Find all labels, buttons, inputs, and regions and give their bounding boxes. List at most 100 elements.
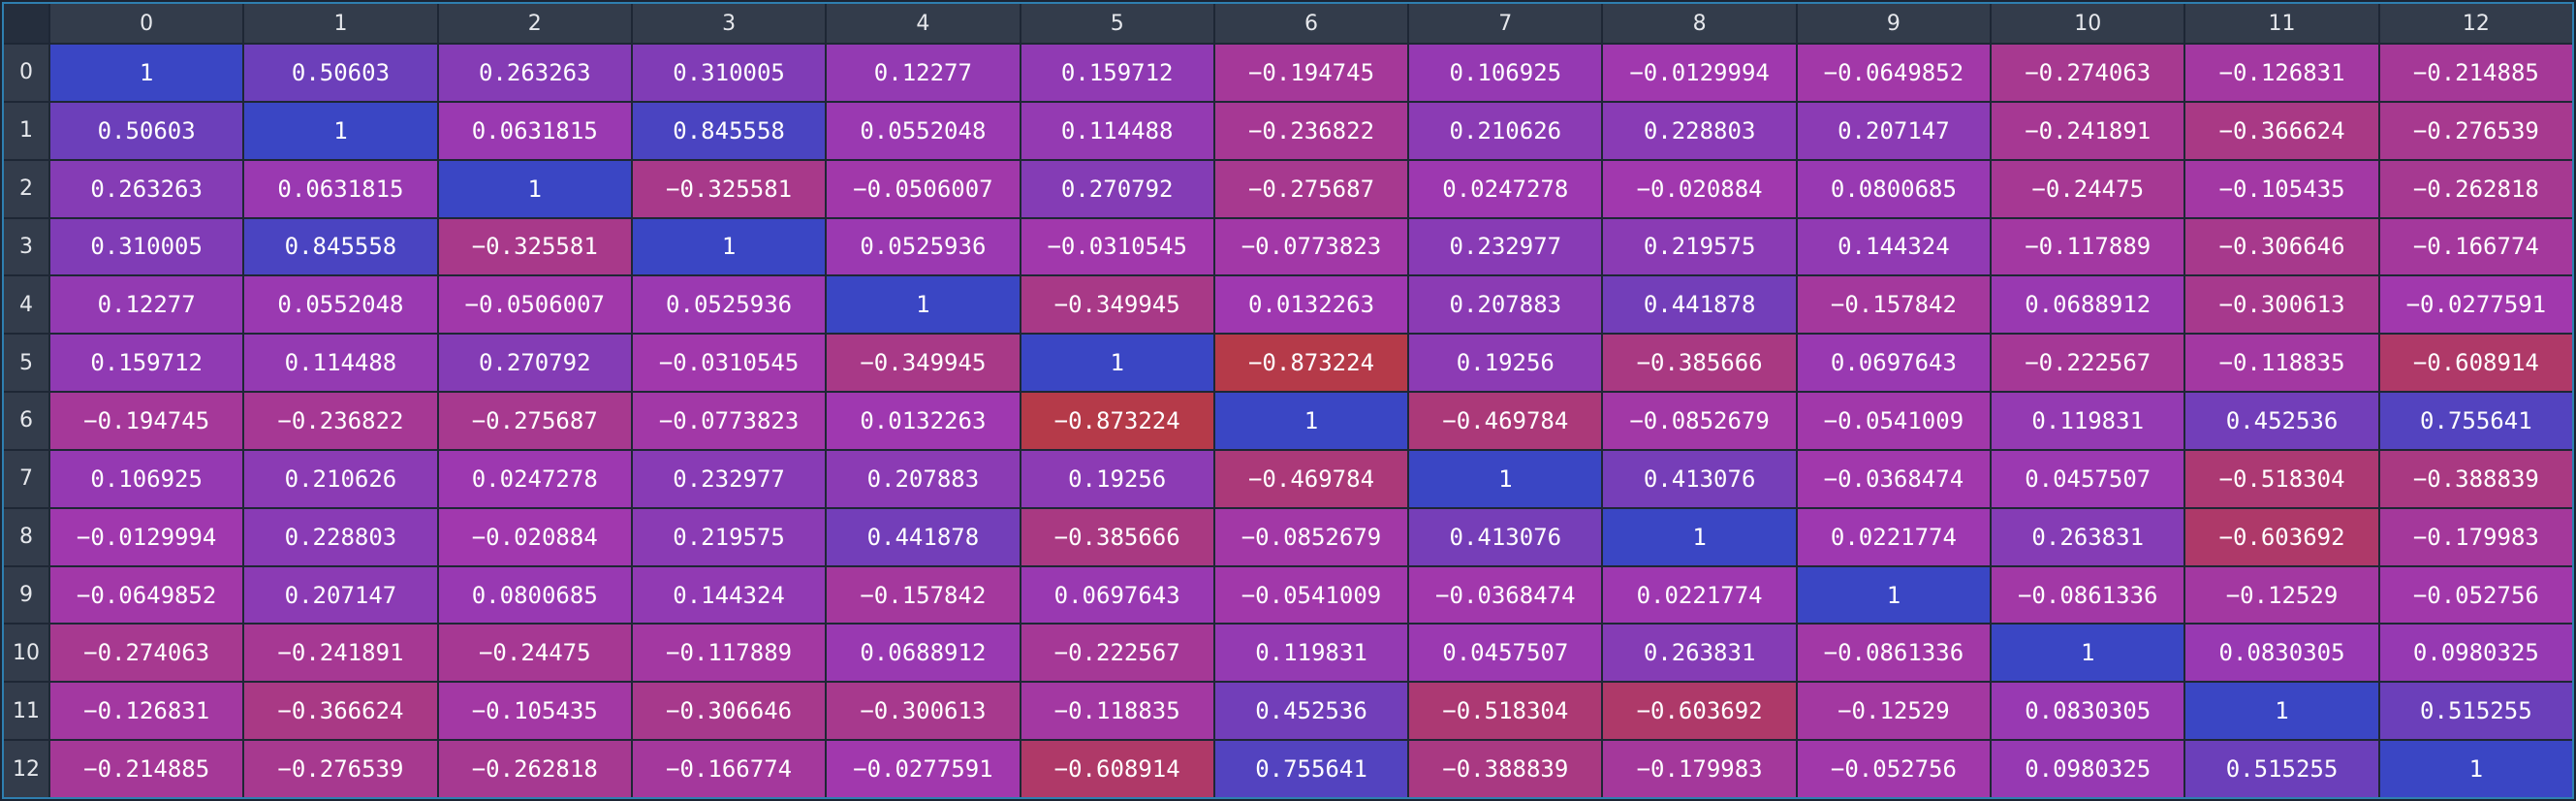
heatmap-cell: −0.157842	[1797, 276, 1991, 334]
row-header: 0	[4, 45, 48, 101]
heatmap-cell: 1	[2379, 741, 2572, 797]
heatmap-cell: 0.12277	[827, 45, 1020, 101]
heatmap-cell: 0.0830305	[2185, 625, 2378, 682]
heatmap-cell: 1	[50, 45, 243, 101]
heatmap-cell: −0.276539	[244, 741, 437, 797]
column-header: 0	[50, 4, 243, 43]
heatmap-cell: −0.241891	[244, 625, 437, 682]
heatmap-cell: −0.194745	[50, 393, 243, 449]
heatmap-cell: 0.19256	[1409, 335, 1602, 392]
row-header: 1	[4, 102, 48, 159]
heatmap-cell: −0.020884	[1603, 160, 1796, 217]
heatmap-cell: 0.0631815	[244, 160, 437, 217]
column-header: 1	[244, 4, 437, 43]
column-header: 12	[2379, 4, 2572, 43]
heatmap-cell: −0.276539	[2379, 102, 2572, 159]
heatmap-cell: −0.349945	[827, 335, 1020, 392]
heatmap-cell: 0.50603	[244, 45, 437, 101]
heatmap-cell: −0.12529	[2185, 566, 2378, 624]
heatmap-cell: −0.194745	[1214, 45, 1408, 101]
heatmap-cell: −0.24475	[438, 625, 631, 682]
heatmap-cell: 0.106925	[1409, 45, 1602, 101]
heatmap-cell: 0.144324	[1797, 218, 1991, 275]
heatmap-cell: −0.0649852	[1797, 45, 1991, 101]
column-header: 5	[1021, 4, 1213, 43]
heatmap-cell: −0.0861336	[1797, 625, 1991, 682]
heatmap-cell: 0.119831	[1992, 393, 2184, 449]
row-header: 12	[4, 741, 48, 797]
heatmap-cell: −0.117889	[632, 625, 826, 682]
heatmap-cell: −0.0277591	[827, 741, 1020, 797]
heatmap-cell: 0.210626	[1409, 102, 1602, 159]
heatmap-cell: −0.166774	[632, 741, 826, 797]
heatmap-cell: −0.118835	[1021, 683, 1213, 740]
heatmap-cell: 0.0631815	[438, 102, 631, 159]
heatmap-cell: 1	[1021, 335, 1213, 392]
heatmap-cell: 1	[2185, 683, 2378, 740]
heatmap-cell: 0.845558	[244, 218, 437, 275]
row-header: 10	[4, 625, 48, 682]
heatmap-cell: 1	[1797, 566, 1991, 624]
heatmap-cell: −0.126831	[50, 683, 243, 740]
heatmap-cell: −0.052756	[2379, 566, 2572, 624]
heatmap-cell: 0.0980325	[1992, 741, 2184, 797]
heatmap-cell: −0.105435	[2185, 160, 2378, 217]
heatmap-cell: −0.241891	[1992, 102, 2184, 159]
heatmap-cell: 0.0132263	[1214, 276, 1408, 334]
heatmap-cell: 0.207883	[1409, 276, 1602, 334]
heatmap-cell: −0.222567	[1992, 335, 2184, 392]
heatmap-cell: 1	[827, 276, 1020, 334]
heatmap-cell: 0.0830305	[1992, 683, 2184, 740]
heatmap-cell: 0.119831	[1214, 625, 1408, 682]
column-header: 6	[1214, 4, 1408, 43]
heatmap-cell: −0.0773823	[632, 393, 826, 449]
heatmap-cell: 0.144324	[632, 566, 826, 624]
heatmap-cell: 0.0688912	[1992, 276, 2184, 334]
heatmap-cell: 0.232977	[632, 450, 826, 507]
heatmap-cell: −0.366624	[2185, 102, 2378, 159]
heatmap-cell: 0.452536	[2185, 393, 2378, 449]
heatmap-cell: −0.300613	[2185, 276, 2378, 334]
heatmap-cell: 1	[632, 218, 826, 275]
heatmap-cell: −0.157842	[827, 566, 1020, 624]
heatmap-cell: −0.349945	[1021, 276, 1213, 334]
heatmap-cell: 0.228803	[244, 508, 437, 565]
heatmap-cell: −0.0310545	[632, 335, 826, 392]
heatmap-cell: 1	[1992, 625, 2184, 682]
heatmap-cell: 0.106925	[50, 450, 243, 507]
heatmap-cell: −0.274063	[50, 625, 243, 682]
heatmap-cell: −0.0277591	[2379, 276, 2572, 334]
heatmap-cell: −0.275687	[438, 393, 631, 449]
column-header: 9	[1797, 4, 1991, 43]
column-header: 11	[2185, 4, 2378, 43]
heatmap-cell: 0.0800685	[438, 566, 631, 624]
heatmap-cell: −0.608914	[1021, 741, 1213, 797]
heatmap-cell: −0.603692	[1603, 683, 1796, 740]
heatmap-cell: 0.210626	[244, 450, 437, 507]
heatmap-cell: −0.105435	[438, 683, 631, 740]
heatmap-cell: 0.0525936	[632, 276, 826, 334]
heatmap-cell: −0.385666	[1603, 335, 1796, 392]
heatmap-cell: −0.469784	[1409, 393, 1602, 449]
heatmap-cell: 0.0457507	[1992, 450, 2184, 507]
heatmap-cell: 0.263263	[50, 160, 243, 217]
row-header: 9	[4, 566, 48, 624]
heatmap-cell: 0.441878	[1603, 276, 1796, 334]
heatmap-cell: −0.873224	[1021, 393, 1213, 449]
heatmap-cell: 0.0800685	[1797, 160, 1991, 217]
heatmap-cell: 0.0552048	[244, 276, 437, 334]
heatmap-cell: −0.179983	[1603, 741, 1796, 797]
heatmap-cell: −0.469784	[1214, 450, 1408, 507]
heatmap-cell: 1	[1603, 508, 1796, 565]
heatmap-cell: 0.0247278	[1409, 160, 1602, 217]
heatmap-cell: 0.12277	[50, 276, 243, 334]
heatmap-cell: 0.263831	[1992, 508, 2184, 565]
heatmap-cell: −0.117889	[1992, 218, 2184, 275]
heatmap-cell: 0.207147	[1797, 102, 1991, 159]
heatmap-cell: −0.214885	[50, 741, 243, 797]
heatmap-cell: 0.0221774	[1797, 508, 1991, 565]
heatmap-cell: −0.052756	[1797, 741, 1991, 797]
heatmap-cell: 0.232977	[1409, 218, 1602, 275]
column-header: 3	[632, 4, 826, 43]
column-header: 7	[1409, 4, 1602, 43]
